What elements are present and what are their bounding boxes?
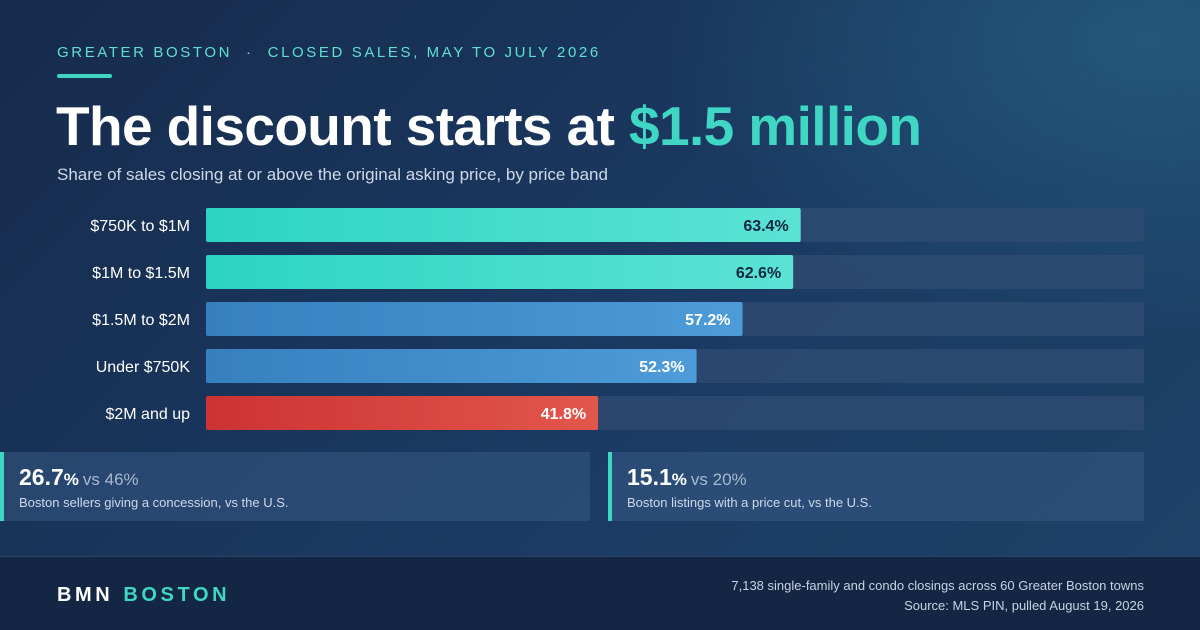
eyebrow-separator: · bbox=[246, 44, 254, 61]
eyebrow-rule bbox=[57, 74, 112, 78]
stat-unit: % bbox=[63, 470, 79, 489]
category-label: $750K to $1M bbox=[90, 218, 190, 235]
value-label: 57.2% bbox=[685, 312, 730, 329]
brand-logo: BMN BOSTON bbox=[57, 584, 230, 607]
headline-accent: $1.5 million bbox=[628, 95, 922, 157]
footnote-sample: 7,138 single-family and condo closings a… bbox=[731, 578, 1144, 593]
footnote-source: Source: MLS PIN, pulled August 19, 2026 bbox=[904, 598, 1144, 613]
bar bbox=[206, 396, 599, 430]
category-label: $1.5M to $2M bbox=[92, 312, 190, 329]
footnote: 7,138 single-family and condo closings a… bbox=[731, 576, 1144, 616]
stat-unit: % bbox=[671, 470, 687, 489]
category-label: Under $750K bbox=[96, 359, 191, 376]
page-title: The discount starts at $1.5 million bbox=[56, 94, 922, 158]
stat-compare: vs 20% bbox=[690, 470, 747, 489]
value-label: 52.3% bbox=[639, 359, 684, 376]
value-label: 62.6% bbox=[736, 265, 781, 282]
eyebrow-period: CLOSED SALES, MAY TO JULY 2026 bbox=[267, 44, 601, 61]
stat-compare: vs 46% bbox=[82, 470, 139, 489]
bar bbox=[206, 208, 801, 242]
value-label: 63.4% bbox=[743, 218, 788, 235]
footer: BMN BOSTON 7,138 single-family and condo … bbox=[0, 556, 1200, 630]
headline-main: The discount starts at bbox=[56, 95, 629, 157]
stat-number: 26.7 bbox=[19, 464, 64, 490]
stat-description: Boston listings with a price cut, vs the… bbox=[627, 495, 872, 510]
stat-number: 15.1 bbox=[627, 464, 672, 490]
eyebrow-region: GREATER BOSTON bbox=[57, 44, 233, 61]
brand-name-right: BOSTON bbox=[123, 584, 231, 606]
stat-description: Boston sellers giving a concession, vs t… bbox=[19, 495, 289, 510]
bar bbox=[206, 302, 743, 336]
category-label: $1M to $1.5M bbox=[92, 265, 190, 282]
stat-card-concession: 26.7% vs 46% Boston sellers giving a conc… bbox=[0, 452, 590, 521]
bar bbox=[206, 255, 794, 289]
bar bbox=[206, 349, 697, 383]
eyebrow: GREATER BOSTON · CLOSED SALES, MAY TO JULY… bbox=[57, 44, 601, 61]
stat-value-row: 15.1% vs 20% bbox=[627, 464, 747, 491]
stat-card-price-cut: 15.1% vs 20% Boston listings with a price… bbox=[608, 452, 1144, 521]
category-label: $2M and up bbox=[105, 406, 190, 423]
value-label: 41.8% bbox=[541, 406, 586, 423]
stat-value-row: 26.7% vs 46% bbox=[19, 464, 139, 491]
chart-subtitle: Share of sales closing at or above the o… bbox=[57, 165, 608, 184]
brand-name-left: BMN bbox=[57, 584, 114, 606]
